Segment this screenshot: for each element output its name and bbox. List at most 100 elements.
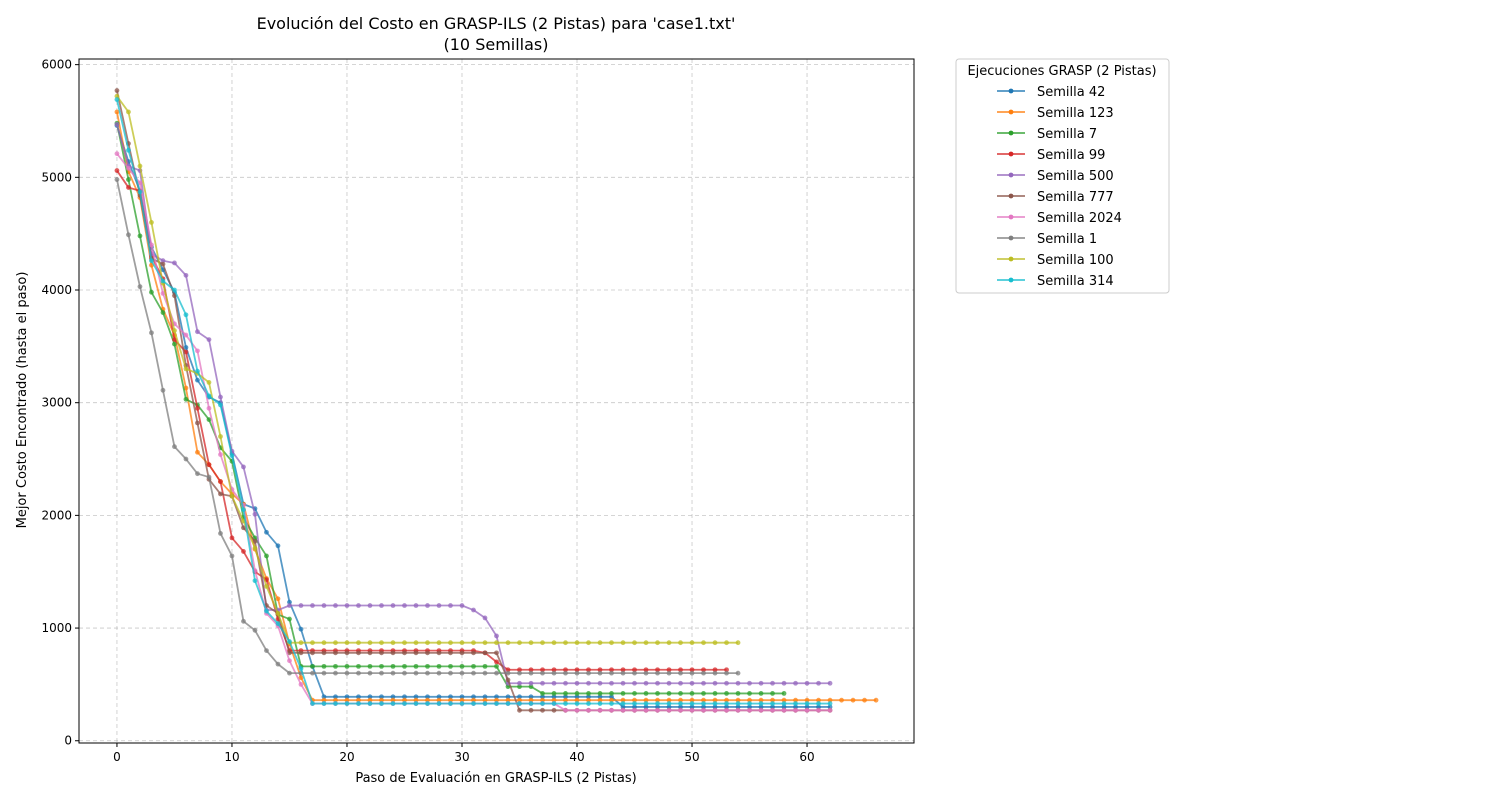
data-point: [551, 694, 557, 700]
data-point: [563, 667, 568, 673]
data-point: [574, 701, 580, 706]
x-tick-label: 0: [113, 750, 121, 764]
data-point: [390, 663, 396, 669]
data-point: [367, 701, 373, 706]
data-point: [701, 680, 706, 686]
data-point: [390, 701, 396, 706]
data-point: [804, 707, 810, 713]
series-line: [116, 153, 831, 712]
legend-marker: [1008, 214, 1014, 220]
data-point: [321, 701, 327, 706]
data-point: [804, 680, 810, 686]
data-point: [689, 707, 695, 713]
data-point: [149, 258, 154, 264]
data-point: [413, 694, 419, 700]
data-point: [195, 449, 200, 455]
data-point: [540, 667, 545, 673]
data-point: [873, 697, 879, 703]
data-point: [505, 697, 511, 703]
data-point: [494, 650, 499, 656]
data-point: [160, 290, 166, 296]
data-point: [402, 670, 407, 676]
data-point: [517, 684, 522, 690]
data-point: [540, 670, 545, 676]
data-point: [126, 185, 131, 190]
data-point: [160, 387, 166, 393]
data-point: [701, 667, 706, 673]
data-point: [735, 691, 741, 696]
data-point: [770, 701, 775, 706]
x-axis-label: Paso de Evaluación en GRASP-ILS (2 Pista…: [355, 771, 636, 786]
data-point: [321, 670, 327, 676]
data-point: [137, 189, 143, 195]
data-point: [643, 670, 649, 676]
data-point: [712, 691, 718, 696]
data-point: [517, 640, 522, 646]
data-point: [436, 663, 442, 669]
legend-label: Semilla 500: [1037, 169, 1114, 184]
data-point: [379, 701, 384, 706]
data-point: [724, 667, 729, 673]
data-point: [321, 603, 327, 608]
data-point: [804, 701, 810, 706]
data-point: [620, 680, 626, 686]
data-point: [241, 525, 246, 531]
data-point: [459, 694, 465, 700]
data-point: [321, 640, 327, 646]
data-point: [724, 670, 729, 676]
data-point: [287, 639, 292, 644]
data-point: [413, 670, 419, 676]
data-point: [413, 603, 419, 608]
data-point: [689, 691, 695, 696]
data-point: [724, 697, 729, 703]
x-tick-label: 40: [569, 750, 584, 764]
data-point: [586, 701, 591, 706]
data-point: [218, 402, 223, 408]
data-point: [551, 701, 557, 706]
data-point: [574, 680, 580, 686]
data-point: [206, 405, 212, 411]
series-10: [114, 97, 833, 706]
data-point: [597, 670, 603, 676]
data-point: [632, 701, 637, 706]
data-point: [287, 603, 292, 608]
data-point: [172, 328, 177, 333]
data-point: [632, 691, 637, 696]
data-point: [436, 640, 442, 646]
data-point: [586, 670, 591, 676]
data-point: [666, 704, 672, 710]
legend-label: Semilla 99: [1037, 148, 1105, 163]
data-point: [735, 707, 741, 713]
data-point: [574, 694, 580, 700]
data-point: [620, 640, 626, 646]
data-point: [367, 650, 373, 656]
data-point: [551, 697, 557, 703]
data-point: [448, 670, 453, 676]
data-point: [770, 707, 775, 713]
legend: Ejecuciones GRASP (2 Pistas) Semilla 42 S…: [955, 58, 1170, 294]
data-point: [712, 704, 718, 710]
data-point: [425, 670, 430, 676]
data-point: [563, 701, 568, 706]
data-point: [655, 680, 660, 686]
data-point: [367, 670, 373, 676]
data-point: [597, 701, 603, 706]
data-point: [678, 691, 683, 696]
data-point: [298, 603, 304, 608]
data-point: [632, 670, 637, 676]
data-point: [321, 697, 327, 703]
data-point: [471, 650, 476, 656]
data-point: [275, 543, 281, 549]
data-point: [459, 663, 465, 669]
data-point: [390, 670, 396, 676]
data-point: [436, 697, 442, 703]
data-point: [643, 691, 649, 696]
data-point: [666, 691, 672, 696]
data-point: [183, 312, 189, 318]
legend-marker: [1008, 277, 1014, 283]
data-point: [195, 329, 200, 335]
legend-item: Semilla 42: [997, 85, 1105, 100]
data-point: [344, 663, 350, 669]
data-point: [264, 553, 269, 559]
data-point: [770, 680, 775, 686]
